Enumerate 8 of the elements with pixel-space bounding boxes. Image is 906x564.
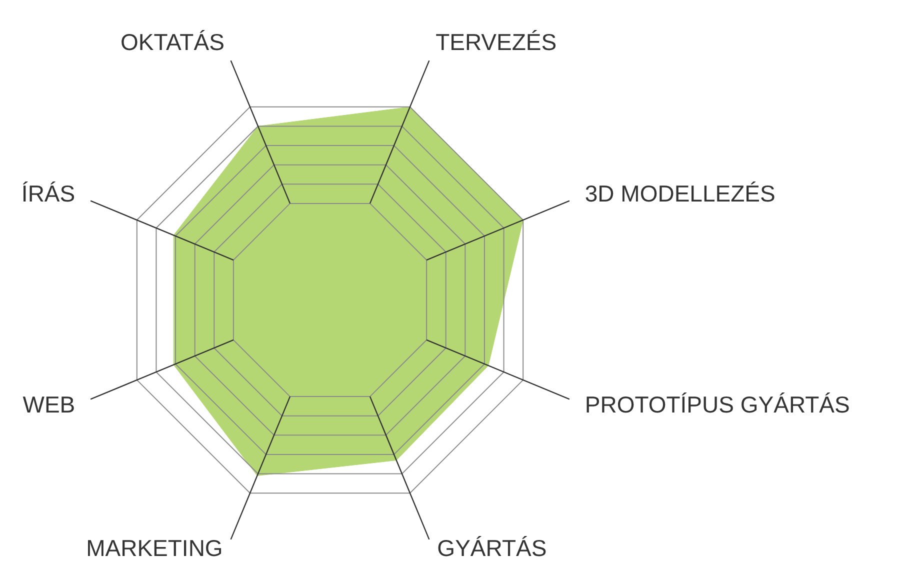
spoke-label: TERVEZÉS xyxy=(436,28,557,55)
spoke-label: WEB xyxy=(22,392,76,418)
spoke-label: MARKETING xyxy=(86,535,223,562)
spoke-label: PROTOTÍPUS GYÁRTÁS xyxy=(584,392,850,418)
spoke-label: ÍRÁS xyxy=(21,180,76,206)
spoke-label: GYÁRTÁS xyxy=(437,535,547,562)
spoke-label: OKTATÁS xyxy=(120,28,224,55)
spoke-label: 3D MODELLEZÉS xyxy=(584,180,776,206)
